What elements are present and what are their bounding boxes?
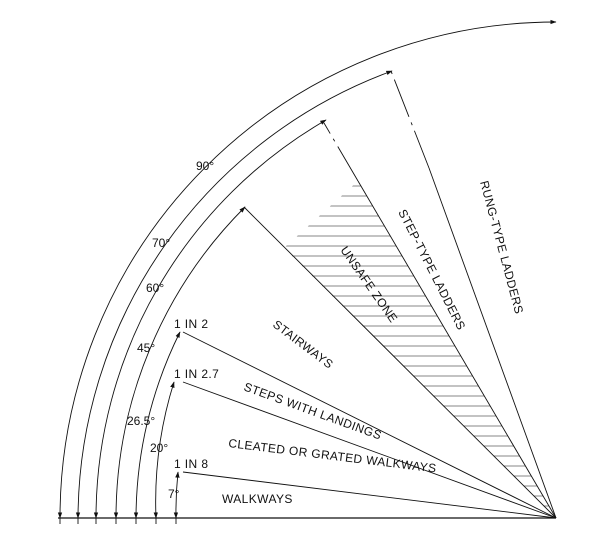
zone-label-walkways: WALKWAYS [222,492,293,506]
arc-20 [153,381,175,519]
angle-label-26-5: 26.5° [127,414,155,428]
angle-label-45: 45° [137,341,155,355]
angle-arcs [57,19,557,519]
zone-label-cleated: CLEATED OR GRATED WALKWAYS [228,436,438,475]
angle-label-7: 7° [168,487,180,501]
slope-label-1-in-2-7: 1 IN 2.7 [174,367,219,381]
baseline-ticks [59,512,177,524]
angle-label-90: 90° [196,159,214,173]
slope-label-1-in-2: 1 IN 2 [174,317,208,331]
angle-label-20: 20° [150,441,168,455]
zone-label-step-type-ladders: STEP-TYPE LADDERS [395,207,468,332]
arc-45 [113,206,246,519]
arc-26-5 [133,331,181,519]
ray-60-ext [323,122,359,182]
zone-label-rung-type-ladders: RUNG-TYPE LADDERS [477,179,526,315]
arc-60 [93,119,327,519]
angle-label-70: 70° [152,236,170,250]
ray-70-ext [390,70,430,169]
angle-label-60: 60° [146,281,164,295]
zone-label-stairways: STAIRWAYS [270,317,336,371]
slope-label-1-in-8: 1 IN 8 [174,457,208,471]
